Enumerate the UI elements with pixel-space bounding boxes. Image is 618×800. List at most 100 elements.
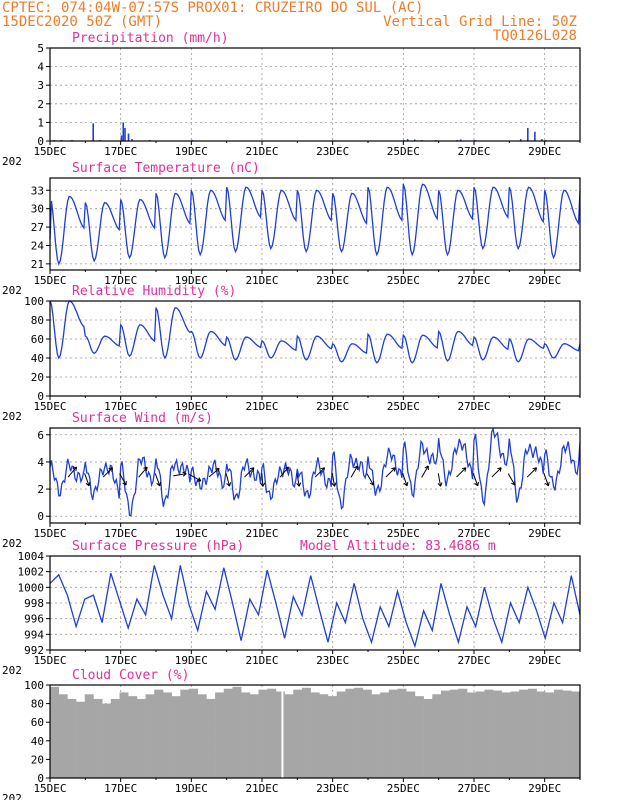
- rh-xtick-label: 19DEC: [175, 400, 208, 413]
- wind-arrow: [102, 467, 113, 478]
- cloud-xtick-label: 19DEC: [175, 782, 208, 795]
- cloud-bar: [545, 692, 555, 778]
- rh-xtick-label: 15DEC: [33, 400, 66, 413]
- cloud-bar: [189, 688, 199, 778]
- precip-bar: [122, 122, 125, 141]
- wind-ytick-label: 4: [37, 456, 44, 469]
- wind-arrowhead: [85, 481, 91, 487]
- precip-bar: [131, 139, 133, 141]
- pressure-ytick-label: 996: [24, 613, 44, 626]
- rh-xtick-label: 23DEC: [316, 400, 349, 413]
- pressure-ytick-label: 998: [24, 597, 44, 610]
- cloud-bar: [102, 703, 112, 778]
- precip-frame: [49, 47, 581, 142]
- wind-arrowhead: [122, 481, 127, 486]
- pressure-ytick-label: 1000: [18, 581, 45, 594]
- wind-arrowhead: [320, 467, 326, 472]
- temp-xtick-label: 15DEC: [33, 274, 66, 287]
- cloud-bar: [293, 689, 303, 778]
- wind-arrow: [331, 473, 336, 487]
- cloud-xtick-label: 15DEC: [33, 782, 66, 795]
- wind-arrowhead: [391, 467, 396, 472]
- cloud-bar: [284, 694, 294, 778]
- wind-ytick-label: 6: [37, 429, 44, 442]
- cloud-bar: [275, 691, 285, 778]
- precip-bar: [127, 133, 130, 141]
- precip-bar: [120, 135, 123, 141]
- precip-xtick-label: 27DEC: [457, 145, 490, 158]
- cloud-bar: [67, 698, 77, 778]
- precip-xtick-label: 29DEC: [528, 145, 561, 158]
- cloud-bar: [241, 692, 251, 778]
- precip-bar: [519, 139, 522, 141]
- temp-xtick-label: 19DEC: [175, 274, 208, 287]
- temp-xtick-label: 25DEC: [387, 274, 420, 287]
- precip-bar: [413, 139, 416, 141]
- rh-xtick-label: 21DEC: [245, 400, 278, 413]
- cloud-bar: [527, 688, 537, 778]
- cloud-bar: [171, 696, 181, 778]
- cloud-bar: [406, 691, 416, 778]
- cloud-bar: [380, 692, 390, 778]
- cloud-bar: [562, 690, 572, 778]
- cloud-bar: [128, 696, 138, 778]
- cloud-gap: [281, 685, 284, 778]
- wind-xtick-label: 29DEC: [528, 527, 561, 540]
- cloud-bar: [301, 687, 311, 778]
- wind-line: [49, 426, 581, 517]
- cloud-bar: [440, 690, 450, 778]
- wind-arrow: [261, 473, 264, 487]
- cloud-bar: [249, 694, 259, 778]
- rh-ytick-label: 80: [31, 314, 44, 327]
- cloud-bar: [328, 696, 338, 778]
- pressure-xtick-label: 23DEC: [316, 654, 349, 667]
- cloud-bar: [223, 688, 233, 778]
- cloud-xtick-label: 21DEC: [245, 782, 278, 795]
- cloud-ytick-label: 60: [31, 716, 44, 729]
- precip-bar: [541, 139, 543, 141]
- rh-xtick-label: 17DEC: [104, 400, 137, 413]
- cloud-bar: [180, 689, 190, 778]
- precip-xtick-label: 21DEC: [245, 145, 278, 158]
- wind-arrowhead: [497, 467, 502, 472]
- wind-arrowhead: [424, 465, 429, 470]
- pressure-xtick-label: 27DEC: [457, 654, 490, 667]
- wind-arrow: [244, 467, 255, 478]
- cloud-bar: [345, 688, 355, 778]
- wind-arrow: [119, 473, 127, 486]
- wind-ytick-label: 2: [37, 483, 44, 496]
- pressure-line: [49, 565, 581, 649]
- temp-ytick-label: 27: [31, 221, 44, 234]
- wind-arrow: [350, 465, 359, 478]
- wind-arrow: [314, 467, 325, 478]
- precip-xtick-label: 25DEC: [387, 145, 420, 158]
- wind-arrow: [279, 466, 289, 478]
- wind-arrowhead: [331, 482, 337, 487]
- pressure-ytick-label: 994: [24, 628, 44, 641]
- cloud-xtick-label: 25DEC: [387, 782, 420, 795]
- temp-ytick-label: 21: [31, 258, 44, 271]
- cloud-bar: [197, 694, 207, 778]
- wind-arrowhead: [108, 467, 114, 472]
- cloud-bar: [414, 696, 424, 778]
- cloud-bar: [510, 691, 520, 778]
- precip-bar: [534, 131, 536, 141]
- precip-bar: [406, 139, 409, 141]
- rh-ytick-label: 20: [31, 371, 44, 384]
- cloud-bar: [145, 694, 155, 778]
- wind-arrow: [189, 473, 202, 482]
- rh-xtick-label: 25DEC: [387, 400, 420, 413]
- precip-ytick-label: 4: [37, 61, 44, 74]
- wind-title: Surface Wind (m/s): [72, 411, 213, 426]
- cloud-bar: [310, 692, 320, 778]
- precip-bar: [92, 123, 94, 141]
- rh-ytick-label: 100: [24, 295, 44, 308]
- rh-title: Relative Humidity (%): [72, 284, 236, 299]
- wind-xtick-label: 21DEC: [245, 527, 278, 540]
- precip-title: Precipitation (mm/h): [72, 31, 229, 46]
- temp-xtick-label: 27DEC: [457, 274, 490, 287]
- cloud-year-fragment: 202: [2, 792, 22, 800]
- wind-arrow: [385, 467, 396, 478]
- cloud-ytick-label: 0: [37, 772, 44, 785]
- wind-arrow: [543, 473, 549, 487]
